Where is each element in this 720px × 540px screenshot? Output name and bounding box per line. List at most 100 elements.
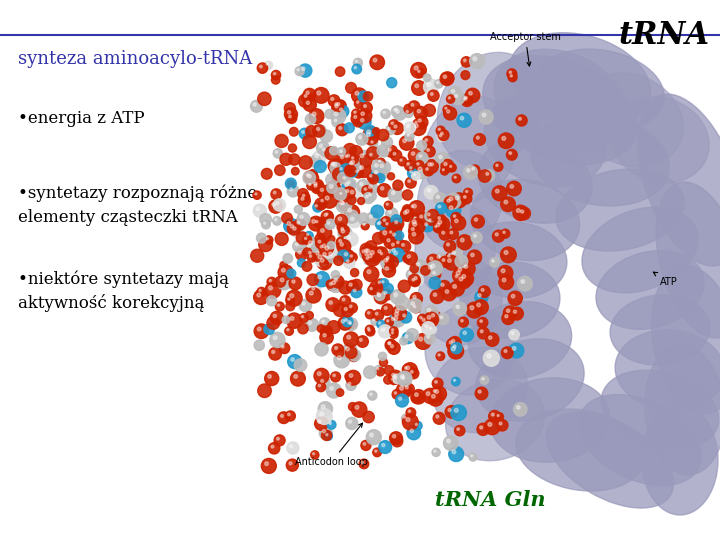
Circle shape: [383, 111, 385, 113]
Circle shape: [296, 232, 308, 244]
Circle shape: [451, 339, 455, 342]
Circle shape: [398, 157, 407, 166]
Circle shape: [302, 235, 312, 245]
Circle shape: [349, 155, 359, 164]
Circle shape: [384, 307, 387, 309]
Circle shape: [273, 199, 286, 211]
Circle shape: [425, 223, 428, 226]
Circle shape: [420, 266, 430, 275]
Circle shape: [290, 188, 293, 191]
Circle shape: [271, 189, 282, 199]
Circle shape: [304, 94, 307, 97]
Circle shape: [424, 146, 435, 157]
Circle shape: [347, 335, 351, 339]
Circle shape: [409, 229, 423, 244]
Circle shape: [297, 259, 305, 267]
Circle shape: [446, 243, 449, 246]
Circle shape: [376, 279, 385, 288]
Circle shape: [385, 262, 395, 272]
Circle shape: [387, 256, 398, 268]
Circle shape: [359, 459, 369, 469]
Circle shape: [306, 249, 317, 260]
Circle shape: [346, 260, 349, 262]
Circle shape: [411, 205, 413, 207]
Circle shape: [323, 429, 325, 433]
Circle shape: [382, 289, 392, 300]
Circle shape: [313, 249, 325, 261]
Circle shape: [336, 389, 343, 396]
Circle shape: [289, 462, 292, 465]
Circle shape: [329, 159, 345, 175]
Circle shape: [395, 221, 397, 224]
Circle shape: [408, 149, 422, 163]
Circle shape: [330, 387, 333, 390]
Circle shape: [417, 140, 426, 151]
Circle shape: [275, 302, 284, 311]
Circle shape: [425, 211, 436, 222]
Ellipse shape: [642, 405, 718, 515]
Circle shape: [405, 177, 416, 188]
Circle shape: [391, 313, 405, 327]
Circle shape: [491, 413, 494, 416]
Circle shape: [318, 275, 322, 279]
Circle shape: [435, 253, 446, 264]
Circle shape: [297, 69, 300, 71]
Circle shape: [305, 171, 318, 185]
Circle shape: [278, 265, 293, 280]
Circle shape: [378, 251, 387, 260]
Circle shape: [373, 310, 384, 321]
Circle shape: [330, 146, 338, 155]
Circle shape: [294, 375, 297, 379]
Circle shape: [291, 357, 294, 361]
Circle shape: [300, 192, 310, 201]
Circle shape: [405, 132, 414, 141]
Circle shape: [258, 238, 272, 252]
Circle shape: [492, 186, 507, 201]
Circle shape: [452, 450, 456, 454]
Circle shape: [264, 61, 273, 70]
Circle shape: [448, 259, 451, 262]
Circle shape: [391, 248, 405, 262]
Circle shape: [301, 197, 304, 200]
Circle shape: [363, 129, 379, 145]
Circle shape: [382, 137, 392, 147]
Circle shape: [303, 248, 312, 256]
Circle shape: [365, 241, 377, 253]
Circle shape: [513, 310, 516, 313]
Circle shape: [395, 108, 397, 110]
Circle shape: [257, 327, 261, 331]
Circle shape: [253, 290, 269, 305]
Circle shape: [433, 224, 441, 232]
Circle shape: [289, 444, 292, 448]
Circle shape: [409, 219, 425, 234]
Circle shape: [403, 383, 414, 395]
Circle shape: [305, 232, 313, 240]
Circle shape: [436, 82, 438, 84]
Circle shape: [404, 122, 415, 133]
Ellipse shape: [460, 262, 560, 338]
Circle shape: [428, 266, 432, 269]
Circle shape: [334, 256, 343, 265]
Circle shape: [306, 101, 310, 104]
Circle shape: [407, 163, 410, 165]
Circle shape: [377, 161, 390, 174]
Circle shape: [312, 112, 316, 116]
Circle shape: [309, 170, 318, 178]
Circle shape: [362, 251, 374, 262]
Circle shape: [384, 292, 387, 294]
Circle shape: [286, 296, 294, 305]
Circle shape: [360, 244, 372, 255]
Circle shape: [355, 406, 359, 409]
Circle shape: [318, 202, 325, 210]
Circle shape: [427, 335, 430, 338]
Circle shape: [322, 193, 337, 208]
Circle shape: [452, 251, 456, 254]
Circle shape: [330, 282, 332, 285]
Circle shape: [455, 275, 458, 278]
Circle shape: [364, 92, 373, 101]
Circle shape: [460, 238, 464, 242]
Circle shape: [320, 146, 330, 157]
Circle shape: [282, 213, 292, 224]
Circle shape: [312, 287, 315, 290]
Circle shape: [417, 212, 429, 224]
